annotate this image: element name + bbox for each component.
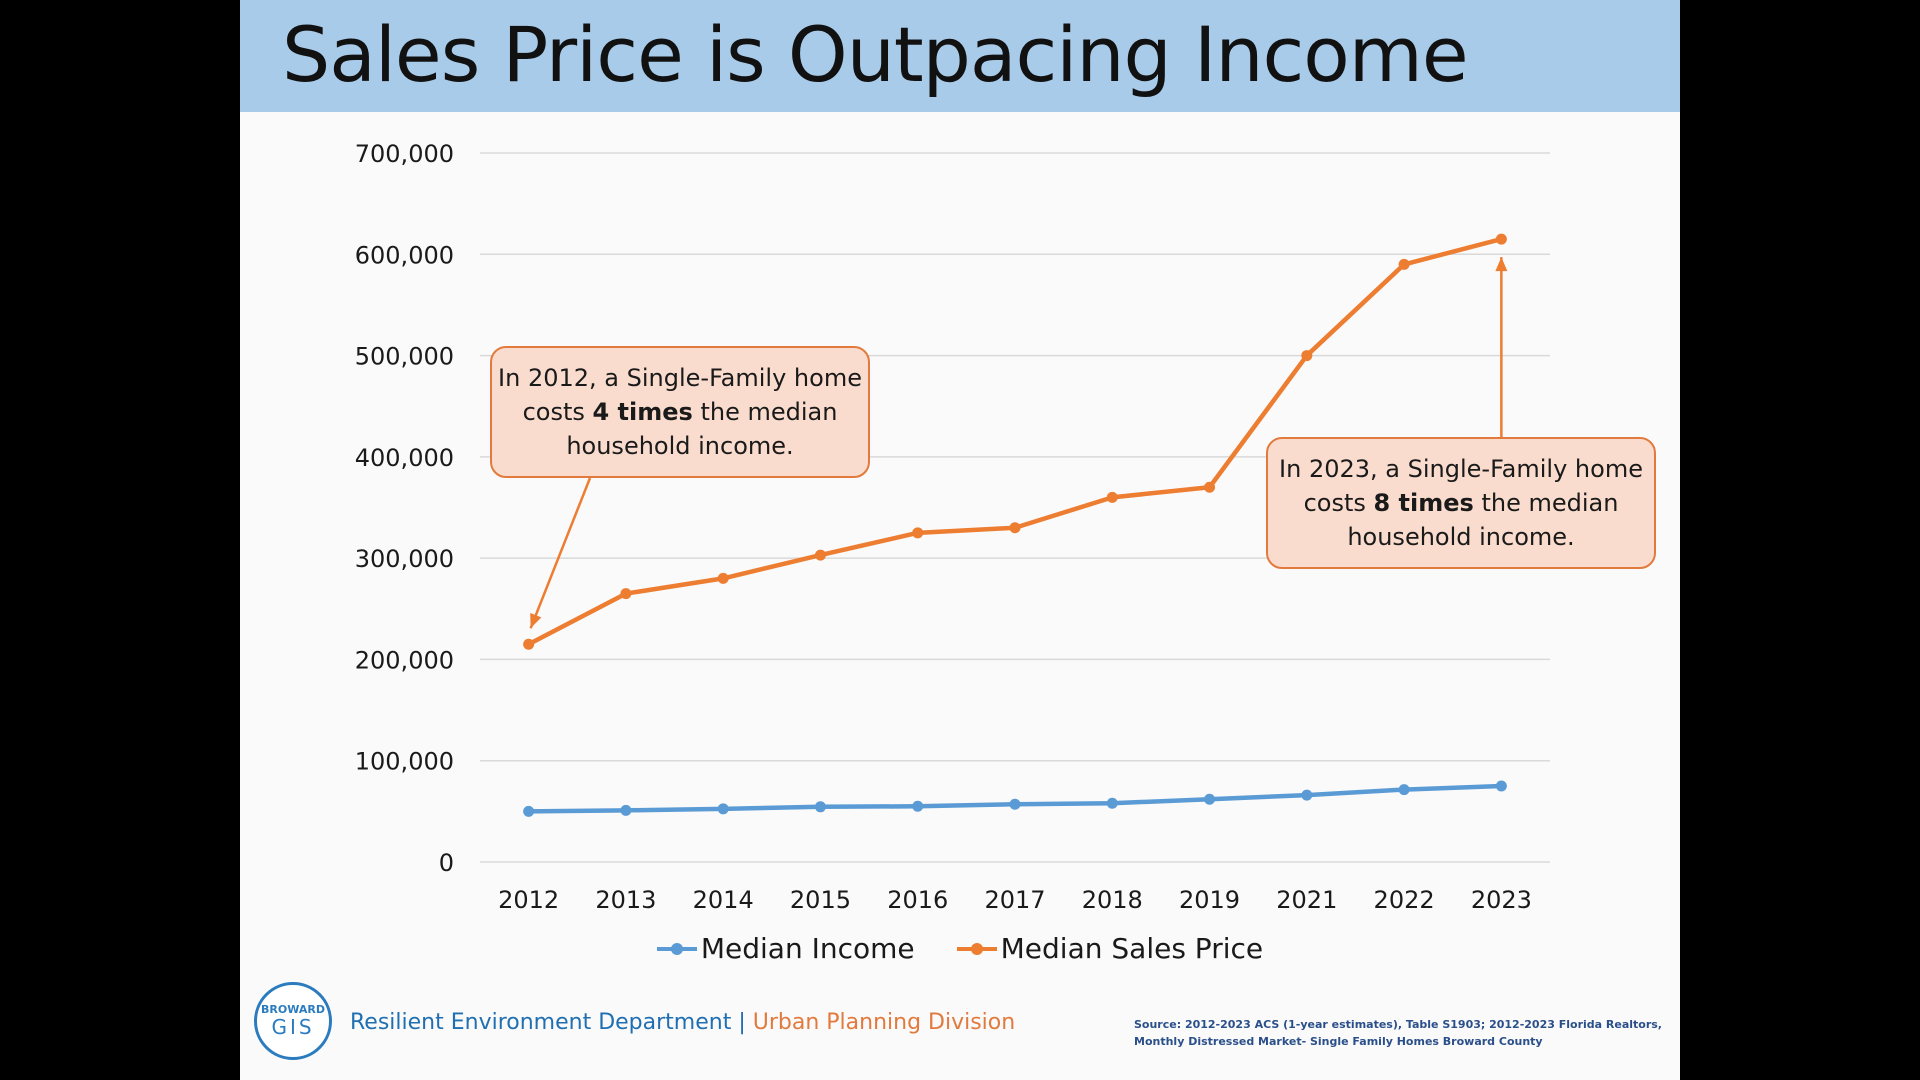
data-point-income — [1106, 797, 1118, 809]
data-point-sales — [1106, 491, 1118, 503]
data-point-sales — [523, 638, 535, 650]
x-tick-label: 2019 — [1179, 886, 1240, 914]
data-point-sales — [1495, 233, 1507, 245]
data-point-income — [1204, 793, 1216, 805]
x-tick-label: 2016 — [887, 886, 948, 914]
data-point-sales — [620, 588, 632, 600]
footer-department: Resilient Environment Department | Urban… — [350, 1010, 1015, 1035]
x-tick-label: 2015 — [790, 886, 851, 914]
y-tick-label: 0 — [439, 849, 454, 877]
data-point-income — [523, 805, 535, 817]
data-point-sales — [717, 572, 729, 584]
y-tick-label: 300,000 — [355, 545, 454, 573]
callout-2023-emphasis: 8 times — [1373, 489, 1474, 517]
division-name: Urban Planning Division — [752, 1010, 1016, 1035]
x-tick-label: 2013 — [595, 886, 656, 914]
annotation-arrow-2012-head — [530, 613, 542, 629]
data-point-income — [1495, 780, 1507, 792]
x-tick-label: 2014 — [693, 886, 754, 914]
callout-2023-text: In 2023, a Single-Family home costs — [1279, 455, 1643, 517]
data-point-sales — [1204, 481, 1216, 493]
legend-swatch-income — [656, 941, 697, 957]
chart-legend: Median Income Median Sales Price — [240, 932, 1680, 965]
data-point-sales — [1398, 258, 1410, 270]
annotation-arrow-2012-line — [529, 477, 592, 629]
y-tick-label: 600,000 — [355, 241, 454, 269]
x-tick-label: 2017 — [984, 886, 1045, 914]
x-tick-label: 2022 — [1374, 886, 1435, 914]
slide: Sales Price is Outpacing Income 0 100,000… — [240, 0, 1680, 1080]
callout-2012-emphasis: 4 times — [592, 398, 693, 426]
annotation-arrow-2023-head — [1495, 257, 1508, 272]
legend-label-income: Median Income — [700, 932, 915, 965]
legend-label-sales: Median Sales Price — [1000, 932, 1264, 965]
data-point-income — [717, 803, 729, 815]
department-separator: | — [731, 1010, 753, 1035]
y-tick-label: 700,000 — [355, 140, 454, 168]
data-point-income — [1398, 784, 1410, 796]
data-point-sales — [1301, 350, 1313, 362]
logo-text-top: BROWARD — [261, 1003, 325, 1016]
legend-swatch-sales — [956, 941, 997, 957]
x-tick-label: 2012 — [498, 886, 559, 914]
data-point-income — [912, 800, 924, 812]
legend-item-sales: Median Sales Price — [956, 932, 1264, 965]
data-point-income — [1009, 798, 1021, 810]
title-bar: Sales Price is Outpacing Income — [240, 0, 1680, 112]
legend-item-income: Median Income — [656, 932, 915, 965]
y-tick-label: 200,000 — [355, 646, 454, 674]
footer-source: Source: 2012-2023 ACS (1-year estimates)… — [1134, 1018, 1662, 1048]
y-tick-label: 500,000 — [355, 343, 454, 371]
department-name: Resilient Environment Department — [350, 1010, 732, 1035]
data-point-income — [620, 804, 632, 816]
logo-text-gis: GIS — [271, 1015, 315, 1039]
y-tick-label: 400,000 — [355, 444, 454, 472]
x-tick-label: 2018 — [1082, 886, 1143, 914]
callout-2012-text: In 2012, a Single-Family home costs — [498, 364, 862, 426]
data-point-sales — [814, 549, 826, 561]
line-chart: 0 100,000 200,000 300,000 400,000 500,000 600,… — [355, 140, 1550, 914]
data-point-sales — [1009, 522, 1021, 534]
x-tick-label: 2021 — [1276, 886, 1337, 914]
data-point-income — [1301, 789, 1313, 801]
y-tick-label: 100,000 — [355, 748, 454, 776]
x-tick-label: 2023 — [1471, 886, 1532, 914]
data-point-sales — [912, 527, 924, 539]
callout-2012: In 2012, a Single-Family home costs 4 ti… — [490, 346, 870, 478]
callout-2012-text-end: the median household income. — [566, 398, 838, 460]
data-point-income — [814, 801, 826, 813]
broward-gis-logo: BROWARD GIS — [254, 982, 332, 1060]
callout-2023-text-end: the median household income. — [1347, 489, 1619, 551]
callout-2023: In 2023, a Single-Family home costs 8 ti… — [1266, 437, 1656, 569]
slide-title: Sales Price is Outpacing Income — [282, 10, 1469, 99]
